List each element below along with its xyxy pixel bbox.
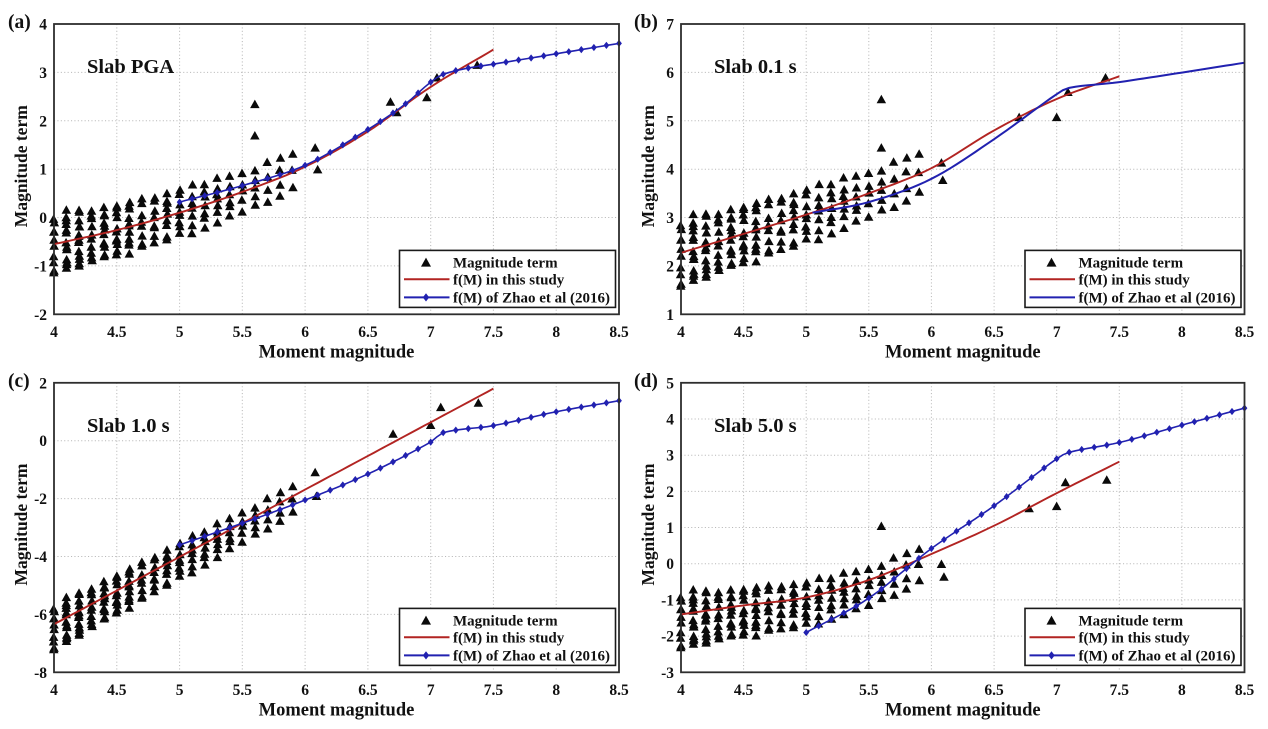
svg-text:1: 1 (666, 520, 674, 537)
svg-text:6: 6 (301, 324, 309, 341)
svg-text:8: 8 (552, 682, 560, 699)
svg-text:Slab PGA: Slab PGA (87, 56, 174, 78)
svg-text:f(M) in this study: f(M) in this study (453, 631, 565, 647)
svg-text:Moment magnitude: Moment magnitude (259, 342, 415, 362)
svg-text:f(M) of Zhao et al (2016): f(M) of Zhao et al (2016) (1079, 291, 1236, 307)
svg-text:-6: -6 (34, 607, 47, 624)
svg-text:4.5: 4.5 (734, 324, 754, 341)
svg-text:7: 7 (1053, 682, 1061, 699)
svg-text:8.5: 8.5 (609, 324, 629, 341)
svg-text:3: 3 (666, 448, 674, 465)
svg-text:5.5: 5.5 (859, 324, 879, 341)
svg-text:6.5: 6.5 (358, 324, 378, 341)
svg-text:Moment magnitude: Moment magnitude (885, 700, 1041, 720)
svg-text:1: 1 (666, 307, 674, 324)
svg-text:(a): (a) (8, 12, 31, 33)
svg-text:6: 6 (928, 324, 936, 341)
svg-text:8: 8 (552, 324, 560, 341)
svg-text:7.5: 7.5 (484, 324, 504, 341)
svg-text:0: 0 (666, 556, 674, 573)
svg-text:-2: -2 (661, 629, 674, 646)
svg-text:6.5: 6.5 (984, 324, 1004, 341)
svg-text:Moment magnitude: Moment magnitude (885, 342, 1041, 362)
svg-text:3: 3 (39, 65, 47, 82)
svg-text:7: 7 (1053, 324, 1061, 341)
svg-text:3: 3 (666, 210, 674, 227)
svg-text:Slab 1.0 s: Slab 1.0 s (87, 415, 170, 437)
svg-text:2: 2 (666, 484, 674, 501)
svg-text:Magnitude term: Magnitude term (11, 105, 31, 227)
svg-text:4: 4 (50, 324, 58, 341)
svg-text:5: 5 (176, 682, 184, 699)
svg-text:f(M) in this study: f(M) in this study (1079, 273, 1191, 289)
svg-text:8: 8 (1178, 324, 1186, 341)
svg-text:5: 5 (666, 375, 674, 392)
svg-text:5.5: 5.5 (233, 324, 253, 341)
svg-text:8: 8 (1178, 682, 1186, 699)
svg-text:4.5: 4.5 (107, 324, 127, 341)
svg-text:-3: -3 (661, 665, 674, 682)
svg-text:4.5: 4.5 (107, 682, 127, 699)
svg-text:Magnitude term: Magnitude term (1079, 614, 1184, 630)
svg-text:6.5: 6.5 (984, 682, 1004, 699)
svg-text:7: 7 (427, 324, 435, 341)
svg-text:Magnitude term: Magnitude term (453, 614, 558, 630)
svg-text:7.5: 7.5 (1110, 324, 1130, 341)
svg-text:-1: -1 (661, 592, 674, 609)
svg-text:-2: -2 (34, 491, 47, 508)
svg-text:7: 7 (427, 682, 435, 699)
svg-text:5: 5 (802, 682, 810, 699)
svg-text:1: 1 (39, 162, 47, 179)
svg-text:Magnitude term: Magnitude term (638, 105, 658, 227)
svg-text:Slab 0.1 s: Slab 0.1 s (714, 56, 797, 78)
svg-text:2: 2 (666, 258, 674, 275)
svg-text:(b): (b) (634, 12, 658, 33)
svg-text:6: 6 (928, 682, 936, 699)
svg-text:6.5: 6.5 (358, 682, 378, 699)
svg-text:5.5: 5.5 (233, 682, 253, 699)
svg-text:-2: -2 (34, 307, 47, 324)
svg-text:f(M) in this study: f(M) in this study (1079, 631, 1191, 647)
svg-text:5: 5 (176, 324, 184, 341)
svg-text:6: 6 (666, 65, 674, 82)
svg-text:4: 4 (666, 162, 674, 179)
svg-text:Magnitude term: Magnitude term (11, 463, 31, 585)
svg-text:6: 6 (301, 682, 309, 699)
svg-text:4: 4 (677, 324, 685, 341)
svg-text:Magnitude term: Magnitude term (638, 463, 658, 585)
svg-text:(c): (c) (8, 371, 30, 392)
svg-text:(d): (d) (634, 371, 658, 392)
svg-text:4: 4 (677, 682, 685, 699)
svg-text:5: 5 (666, 113, 674, 130)
svg-text:7: 7 (666, 17, 674, 34)
svg-text:f(M) of Zhao et al (2016): f(M) of Zhao et al (2016) (1079, 649, 1236, 665)
svg-text:4: 4 (50, 682, 58, 699)
svg-text:5.5: 5.5 (859, 682, 879, 699)
svg-text:5: 5 (802, 324, 810, 341)
svg-text:2: 2 (39, 375, 47, 392)
svg-text:f(M) of Zhao et al (2016): f(M) of Zhao et al (2016) (453, 649, 610, 665)
svg-text:8.5: 8.5 (1235, 324, 1255, 341)
svg-text:4: 4 (666, 412, 674, 429)
svg-text:7.5: 7.5 (1110, 682, 1130, 699)
svg-text:0: 0 (39, 433, 47, 450)
svg-text:-1: -1 (34, 258, 47, 275)
svg-text:f(M) of Zhao et al (2016): f(M) of Zhao et al (2016) (453, 291, 610, 307)
svg-text:8.5: 8.5 (609, 682, 629, 699)
svg-text:4.5: 4.5 (734, 682, 754, 699)
svg-text:-4: -4 (34, 549, 47, 566)
svg-text:4: 4 (39, 17, 47, 34)
svg-text:8.5: 8.5 (1235, 682, 1255, 699)
svg-text:Slab 5.0 s: Slab 5.0 s (714, 415, 797, 437)
svg-text:7.5: 7.5 (484, 682, 504, 699)
svg-text:Magnitude term: Magnitude term (453, 256, 558, 272)
svg-text:2: 2 (39, 113, 47, 130)
svg-text:f(M) in this study: f(M) in this study (453, 273, 565, 289)
svg-text:-8: -8 (34, 665, 47, 682)
svg-text:Moment magnitude: Moment magnitude (259, 700, 415, 720)
svg-text:0: 0 (39, 210, 47, 227)
svg-text:Magnitude term: Magnitude term (1079, 256, 1184, 272)
